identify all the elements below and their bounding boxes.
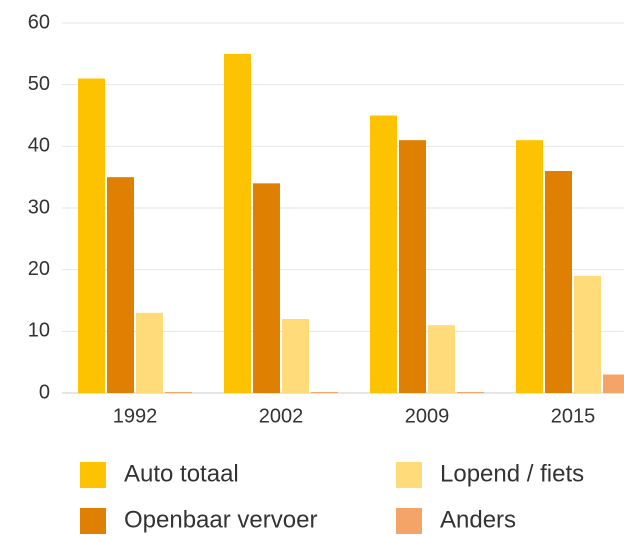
legend-label: Lopend / fiets <box>440 460 584 487</box>
x-tick-label: 2009 <box>405 405 450 427</box>
bar <box>545 171 572 393</box>
legend-swatch <box>80 462 106 488</box>
legend-swatch <box>396 462 422 488</box>
bar <box>399 140 426 393</box>
bar <box>311 392 338 393</box>
legend-label: Auto totaal <box>124 460 239 487</box>
bar <box>574 275 601 393</box>
legend-swatch <box>396 508 422 534</box>
y-tick-label: 20 <box>28 258 50 280</box>
bar <box>253 183 280 393</box>
legend-swatch <box>80 508 106 534</box>
legend-label: Anders <box>440 506 516 533</box>
y-tick-label: 40 <box>28 135 50 157</box>
bar <box>457 392 484 393</box>
x-tick-label: 2015 <box>551 405 596 427</box>
legend-label: Openbaar vervoer <box>124 506 317 533</box>
bar <box>136 312 163 393</box>
x-tick-label: 1992 <box>113 405 158 427</box>
bar <box>428 325 455 393</box>
bar <box>224 53 251 393</box>
y-tick-label: 0 <box>39 381 50 403</box>
bar <box>78 78 105 393</box>
y-tick-label: 10 <box>28 320 50 342</box>
bar <box>165 392 192 393</box>
y-tick-label: 30 <box>28 196 50 218</box>
y-tick-label: 50 <box>28 73 50 95</box>
bar <box>603 374 624 393</box>
bar <box>516 140 543 393</box>
y-tick-label: 60 <box>28 11 50 33</box>
bar <box>282 319 309 393</box>
bar <box>370 115 397 393</box>
x-tick-label: 2002 <box>259 405 304 427</box>
bar <box>107 177 134 393</box>
